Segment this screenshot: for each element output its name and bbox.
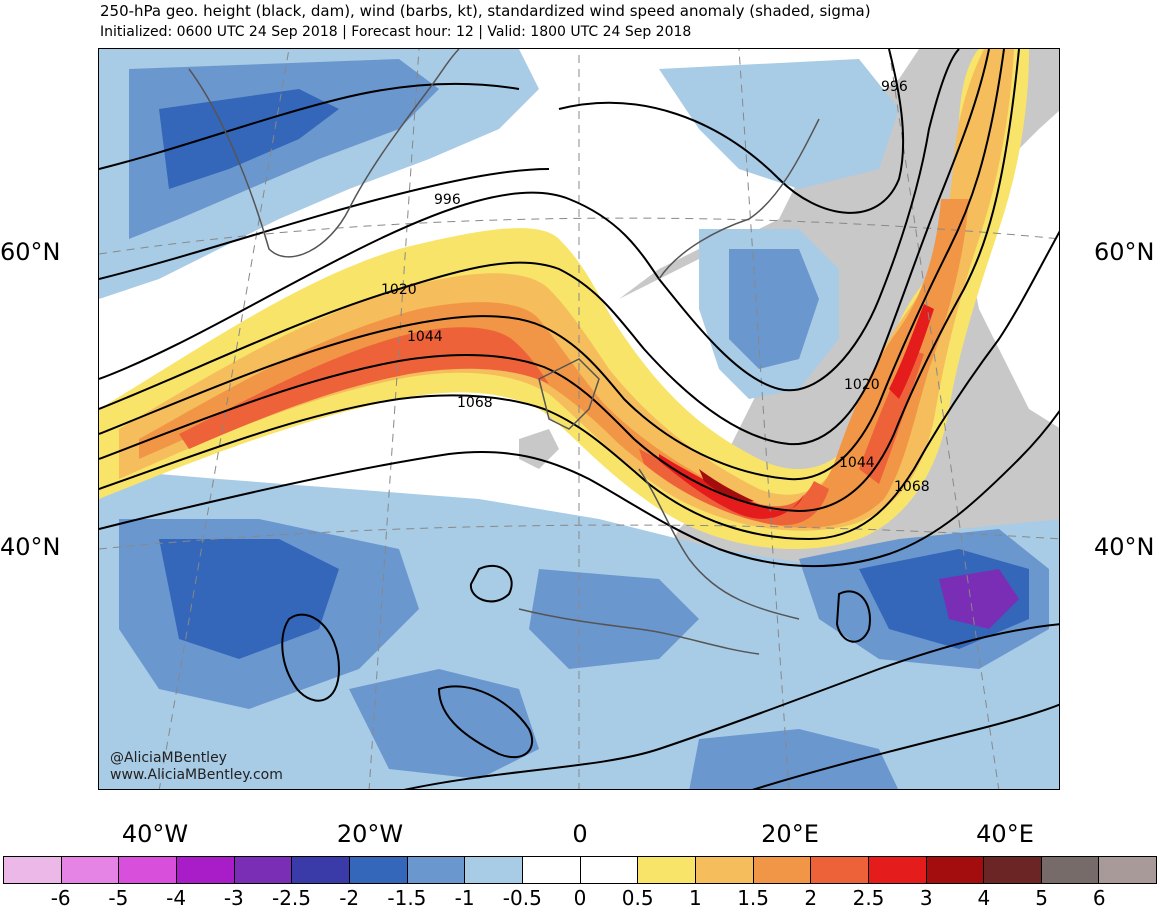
colorbar-box xyxy=(868,857,927,883)
colorbar-box xyxy=(61,857,120,883)
contour-labels: 996 996 1020 1044 1068 1020 1044 1068 xyxy=(381,79,930,495)
contour-label-1044-east: 1044 xyxy=(839,455,875,471)
height-contours xyxy=(99,49,1059,789)
colorbar-box xyxy=(119,857,177,883)
map-panel[interactable]: 996 996 1020 1044 1068 1020 1044 1068 xyxy=(98,48,1060,790)
contour-label-1068-east: 1068 xyxy=(894,479,930,495)
map-title: 250-hPa geo. height (black, dam), wind (… xyxy=(100,2,871,20)
colorbar-tick-label: 3 xyxy=(919,886,933,910)
credit-website: www.AliciaMBentley.com xyxy=(110,767,283,783)
colorbar-box xyxy=(465,857,523,883)
colorbar-box xyxy=(811,857,869,883)
colorbar-box xyxy=(1041,857,1100,883)
jet-stream-anomaly-shading xyxy=(99,49,1029,549)
colorbar-box xyxy=(580,857,639,883)
lon-label-40w: 40°W xyxy=(121,820,189,848)
colorbar-box xyxy=(638,857,696,883)
coastlines xyxy=(188,49,820,655)
colorbar-tick-label: 5 xyxy=(1035,886,1048,910)
lon-label-0: 0 xyxy=(572,820,588,848)
credit-handle: @AliciaMBentley xyxy=(110,750,227,766)
map-canvas: 996 996 1020 1044 1068 1020 1044 1068 xyxy=(99,49,1059,789)
colorbar-tick-label: 2 xyxy=(804,886,818,910)
colorbar-tick-label: -3 xyxy=(223,886,244,910)
contour-label-1020-east: 1020 xyxy=(844,377,880,393)
colorbar-box xyxy=(4,857,62,883)
colorbar-tick-label: 2.5 xyxy=(852,886,885,910)
lon-label-20e: 20°E xyxy=(761,820,819,848)
contour-label-996-west: 996 xyxy=(434,192,461,208)
lat-label-40n-left: 40°N xyxy=(0,533,61,561)
colorbar-box xyxy=(522,857,581,883)
lat-label-60n-right: 60°N xyxy=(1094,238,1155,266)
colorbar-box xyxy=(234,857,293,883)
colorbar-tick-label: 0 xyxy=(573,886,587,910)
lon-label-20w: 20°W xyxy=(336,820,404,848)
colorbar-tick-label: 1 xyxy=(689,886,702,910)
map-subtitle: Initialized: 0600 UTC 24 Sep 2018 | Fore… xyxy=(100,24,692,40)
colorbar-tick-label: -4 xyxy=(166,886,187,910)
colorbar-tick-label: 4 xyxy=(977,886,991,910)
colorbar-box xyxy=(407,857,466,883)
colorbar-tick-label: 1.5 xyxy=(737,886,769,910)
colorbar-box xyxy=(176,857,235,883)
colorbar-tick-label: 0.5 xyxy=(621,886,654,910)
colorbar-box xyxy=(1099,857,1157,883)
contour-label-1020-west: 1020 xyxy=(381,282,417,298)
colorbar-tick-label: -5 xyxy=(108,886,129,910)
colorbar-tick-label: -2 xyxy=(339,886,360,910)
lat-label-40n-right: 40°N xyxy=(1094,533,1155,561)
colorbar-box xyxy=(292,857,350,883)
colorbar-box xyxy=(753,857,812,883)
lon-label-40e: 40°E xyxy=(976,820,1034,848)
contour-label-1068-west: 1068 xyxy=(457,395,493,411)
colorbar-tick-label: 6 xyxy=(1092,886,1106,910)
colorbar-box xyxy=(349,857,408,883)
contour-label-996-east: 996 xyxy=(881,79,908,95)
colorbar-tick-label: -2.5 xyxy=(271,886,312,910)
colorbar-box xyxy=(926,857,985,883)
colorbar-box xyxy=(984,857,1042,883)
colorbar-box xyxy=(695,857,754,883)
colorbar-tick-label: -6 xyxy=(50,886,71,910)
lat-label-60n-left: 60°N xyxy=(0,238,61,266)
contour-label-1044-west: 1044 xyxy=(407,329,443,345)
colorbar-tick-label: -1 xyxy=(454,886,475,910)
colorbar-tick-label: -1.5 xyxy=(387,886,427,910)
colorbar xyxy=(3,856,1157,884)
colorbar-tick-label: -0.5 xyxy=(502,886,542,910)
